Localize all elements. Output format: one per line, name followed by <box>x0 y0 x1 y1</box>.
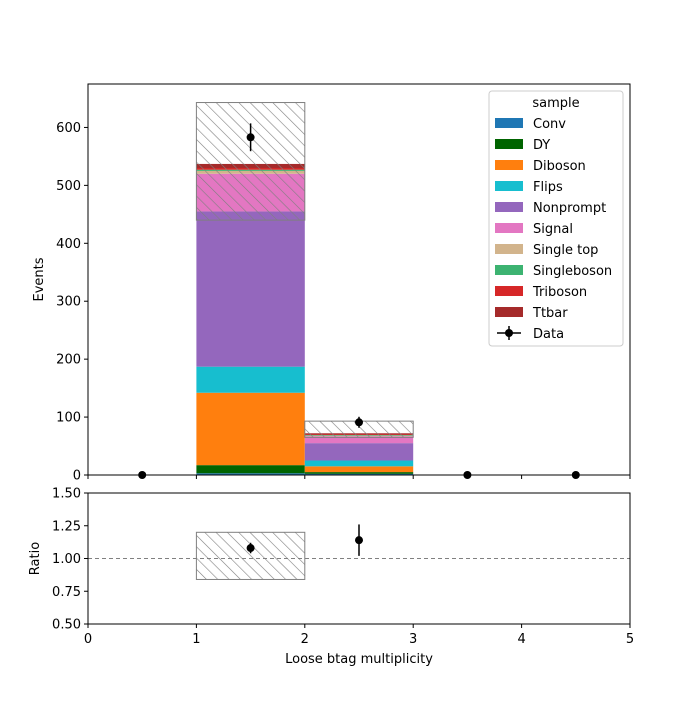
y-tick-label: 400 <box>56 237 81 252</box>
bar <box>304 466 414 473</box>
ratio-y-tick-label: 0.50 <box>52 618 81 633</box>
x-tick-label: 2 <box>301 632 309 647</box>
bar <box>304 460 414 467</box>
ratio-y-tick-label: 1.50 <box>52 487 81 502</box>
x-tick-label: 0 <box>84 632 92 647</box>
ratio-point <box>246 544 255 553</box>
ratio-axes-frame <box>87 492 631 625</box>
bar <box>196 473 305 475</box>
legend-item: Triboson <box>495 285 587 300</box>
x-axis-label: Loose btag multiplicity <box>285 652 433 667</box>
ratio-plot: 0.50 0.75 1.00 1.25 1.50 0 1 2 3 4 5 Ratio Loose bta… <box>28 487 634 668</box>
main-axes-frame <box>87 83 631 476</box>
y-tick-label: 200 <box>56 353 81 368</box>
legend-item: Single top <box>495 243 598 258</box>
y-tick-label: 500 <box>56 179 81 194</box>
data-point <box>246 133 255 142</box>
ratio-y-axis-label: Ratio <box>28 542 43 575</box>
legend-label: Diboson <box>533 159 586 174</box>
legend-label: Flips <box>533 180 563 195</box>
legend-label: Nonprompt <box>533 201 606 216</box>
legend-item: Diboson <box>495 159 586 174</box>
ratio-point <box>355 536 363 545</box>
y-tick-label: 100 <box>56 411 81 426</box>
legend-box <box>488 90 624 347</box>
legend-item: Conv <box>495 117 566 132</box>
bar <box>196 366 305 393</box>
data-points <box>138 123 580 479</box>
series-dy <box>196 465 414 474</box>
legend-label: Ttbar <box>532 306 568 321</box>
series-conv <box>196 473 414 475</box>
legend-item: Ttbar <box>495 306 568 321</box>
y-tick-label: 0 <box>73 469 81 484</box>
ratio-y-tick-label: 1.00 <box>52 552 81 567</box>
legend-swatch <box>495 265 523 275</box>
legend-swatch <box>495 223 523 233</box>
legend-swatch <box>495 181 523 191</box>
bar <box>304 472 414 474</box>
x-tick-label: 4 <box>517 632 525 647</box>
legend-swatch <box>495 139 523 149</box>
y-axis-label: Events <box>32 257 47 301</box>
legend-item: Signal <box>495 222 573 237</box>
legend-item: Singleboson <box>495 264 612 279</box>
data-point <box>355 418 363 427</box>
legend-swatch <box>495 202 523 212</box>
legend-item: Flips <box>495 180 563 195</box>
ratio-uncertainty-band <box>195 531 306 580</box>
bar <box>196 392 305 466</box>
legend-label: DY <box>533 138 550 153</box>
bar <box>304 443 414 461</box>
legend-swatch <box>495 244 523 254</box>
main-plot: 0 100 200 300 400 500 600 Events <box>32 83 631 484</box>
x-tick-label: 1 <box>192 632 200 647</box>
legend-swatch <box>495 307 523 317</box>
legend-data-marker <box>505 329 513 337</box>
legend-label: Signal <box>533 222 573 237</box>
x-tick-label: 3 <box>409 632 417 647</box>
bar <box>196 465 305 474</box>
legend-label: Data <box>533 327 564 342</box>
bar <box>304 436 414 444</box>
legend-swatch <box>495 160 523 170</box>
legend-swatch <box>495 286 523 296</box>
y-tick-label: 600 <box>56 121 81 136</box>
legend-item: Data <box>497 326 564 342</box>
legend-label: Conv <box>533 117 566 132</box>
legend-label: Triboson <box>532 285 587 300</box>
ratio-y-tick-label: 1.25 <box>52 519 81 534</box>
legend-label: Singleboson <box>533 264 612 279</box>
uncertainty-band <box>195 102 306 221</box>
series-flips <box>196 366 414 467</box>
legend-item: Nonprompt <box>495 201 606 216</box>
bar <box>196 211 305 367</box>
legend-swatch <box>495 118 523 128</box>
series-nonprompt <box>196 211 414 461</box>
legend: sample Conv DY Diboson Flips Nonprompt Signal S… <box>488 90 624 347</box>
y-tick-label: 300 <box>56 295 81 310</box>
bar <box>304 473 414 475</box>
legend-label: Single top <box>533 243 598 258</box>
series-diboson <box>196 392 414 473</box>
legend-title: sample <box>532 96 579 111</box>
x-tick-label: 5 <box>626 632 634 647</box>
legend-item: DY <box>495 138 550 153</box>
ratio-y-tick-label: 0.75 <box>52 585 81 600</box>
